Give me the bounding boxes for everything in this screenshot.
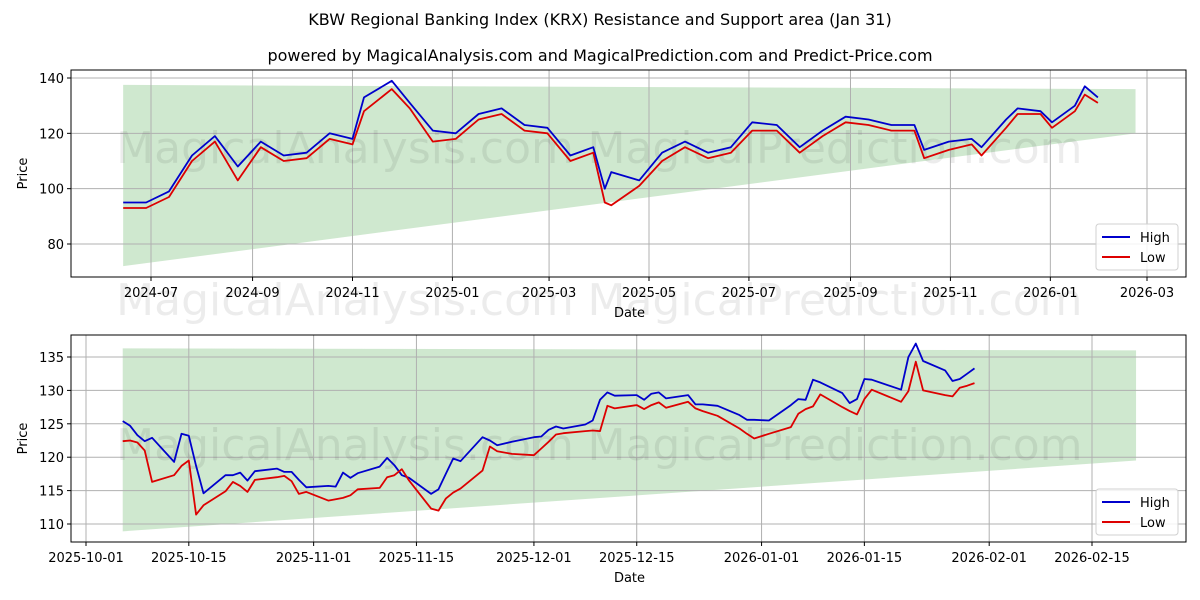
low-series-line bbox=[123, 88, 1099, 209]
x-axis-label: Date bbox=[614, 306, 645, 321]
x-tick-label: 2024-11 bbox=[325, 286, 379, 301]
price-lines bbox=[123, 79, 1099, 209]
high-series-line bbox=[123, 79, 1099, 204]
x-tick-label: 2026-01 bbox=[1023, 286, 1077, 301]
x-tick-label: 2025-12-01 bbox=[496, 551, 572, 566]
chart-title: KBW Regional Banking Index (KRX) Resista… bbox=[308, 10, 892, 29]
svg-text:MagicalPrediction.com: MagicalPrediction.com bbox=[588, 420, 1083, 471]
x-tick-label: 2025-07 bbox=[722, 286, 776, 301]
price-lines bbox=[122, 342, 976, 516]
x-tick-label: 2025-03 bbox=[522, 286, 576, 301]
svg-text:MagicalPrediction.com: MagicalPrediction.com bbox=[588, 275, 1083, 326]
high-legend-label: High bbox=[1140, 496, 1170, 511]
resistance-support-band bbox=[123, 84, 1136, 267]
y-tick-label: 125 bbox=[39, 418, 64, 433]
y-tick-label: 115 bbox=[39, 485, 64, 500]
grid-lines bbox=[71, 335, 1186, 542]
x-tick-label: 2025-05 bbox=[622, 286, 676, 301]
low-legend-label: Low bbox=[1140, 516, 1166, 531]
y-tick-label: 100 bbox=[39, 183, 64, 198]
y-tick-label: 130 bbox=[39, 384, 64, 399]
y-axis-label: Price bbox=[16, 423, 31, 455]
x-tick-label: 2026-03 bbox=[1120, 286, 1174, 301]
x-tick-label: 2026-01-01 bbox=[724, 551, 800, 566]
x-tick-label: 2025-12-15 bbox=[599, 551, 675, 566]
watermark: MagicalAnalysis.com MagicalPrediction.com bbox=[116, 420, 1082, 471]
svg-text:MagicalAnalysis.com: MagicalAnalysis.com bbox=[116, 123, 574, 174]
y-tick-label: 80 bbox=[47, 238, 64, 253]
axes: 2025-10-01 2025-10-15 2025-11-01 2025-11-15… bbox=[16, 334, 1187, 586]
y-tick-label: 110 bbox=[39, 518, 64, 533]
x-tick-label: 2024-09 bbox=[225, 286, 279, 301]
x-tick-label: 2025-10-01 bbox=[48, 551, 124, 566]
grid-lines bbox=[71, 70, 1186, 277]
low-legend-label: Low bbox=[1140, 251, 1166, 266]
svg-text:MagicalPrediction.com: MagicalPrediction.com bbox=[588, 123, 1083, 174]
legend: High Low bbox=[1095, 488, 1179, 536]
high-legend-label: High bbox=[1140, 231, 1170, 246]
legend: High Low bbox=[1095, 223, 1179, 271]
x-axis-label: Date bbox=[614, 571, 645, 586]
chart-subtitle: powered by MagicalAnalysis.com and Magic… bbox=[267, 46, 933, 65]
y-tick-label: 120 bbox=[39, 127, 64, 142]
band-area bbox=[123, 84, 1136, 267]
x-tick-label: 2026-02-15 bbox=[1054, 551, 1130, 566]
y-tick-label: 140 bbox=[39, 72, 64, 87]
svg-text:MagicalAnalysis.com: MagicalAnalysis.com bbox=[116, 275, 574, 326]
y-axis-label: Price bbox=[16, 158, 31, 190]
x-tick-label: 2026-01-15 bbox=[827, 551, 903, 566]
x-tick-label: 2025-11-15 bbox=[379, 551, 455, 566]
high-series-line bbox=[122, 342, 976, 495]
plot-bottom-zoomed: MagicalAnalysis.com MagicalPrediction.com… bbox=[16, 334, 1187, 586]
y-tick-label: 135 bbox=[39, 351, 64, 366]
x-tick-label: 2025-09 bbox=[823, 286, 877, 301]
x-tick-label: 2025-11 bbox=[923, 286, 977, 301]
x-tick-label: 2025-11-01 bbox=[276, 551, 352, 566]
x-tick-label: 2025-10-15 bbox=[151, 551, 227, 566]
low-series-line bbox=[122, 360, 975, 516]
x-tick-label: 2025-01 bbox=[425, 286, 479, 301]
x-tick-label: 2026-02-01 bbox=[951, 551, 1027, 566]
x-tick-label: 2024-07 bbox=[124, 286, 178, 301]
axes: 2024-07 2024-09 2024-11 2025-01 2025-03 2025-… bbox=[16, 69, 1187, 321]
y-tick-label: 120 bbox=[39, 451, 64, 466]
plot-top-overall: MagicalAnalysis.com MagicalPrediction.com… bbox=[16, 69, 1187, 326]
